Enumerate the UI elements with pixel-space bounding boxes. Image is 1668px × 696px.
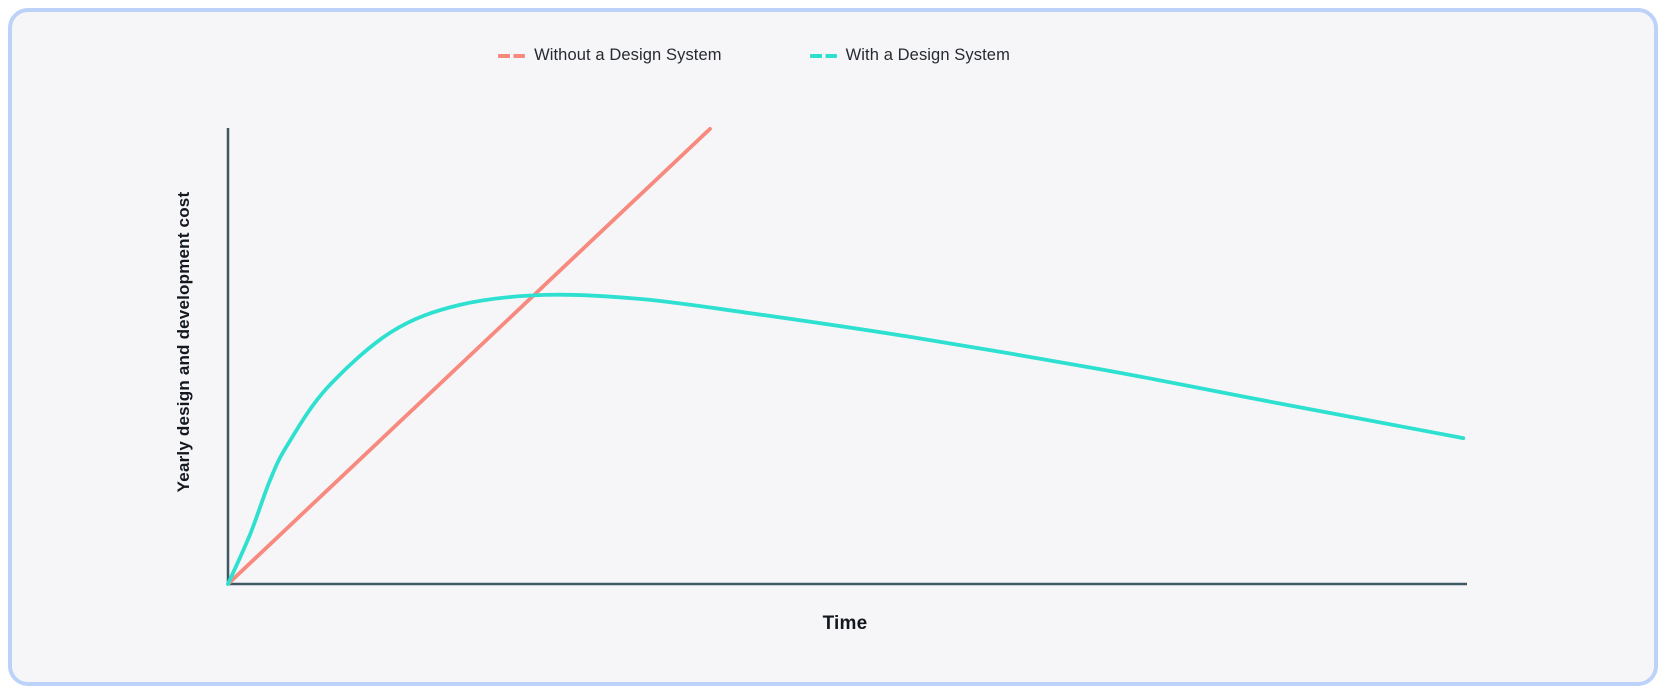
x-axis-label: Time [822,613,868,634]
legend-label-with: With a Design System [845,46,1010,64]
y-axis-label: Yearly design and development cost [174,191,193,493]
axis-lines [226,128,1467,586]
legend-item-without-design-system: Without a Design System [498,46,722,65]
legend-swatch-without-icon [498,53,526,58]
legend-swatch-with-icon [809,53,837,58]
chart-legend: Without a Design System With a Design Sy… [0,46,1668,65]
series-line-0 [226,127,712,586]
series-line-1 [226,292,1466,586]
chart-card [8,8,1658,686]
legend-label-without: Without a Design System [534,46,722,64]
legend-item-with-design-system: With a Design System [809,46,1010,65]
